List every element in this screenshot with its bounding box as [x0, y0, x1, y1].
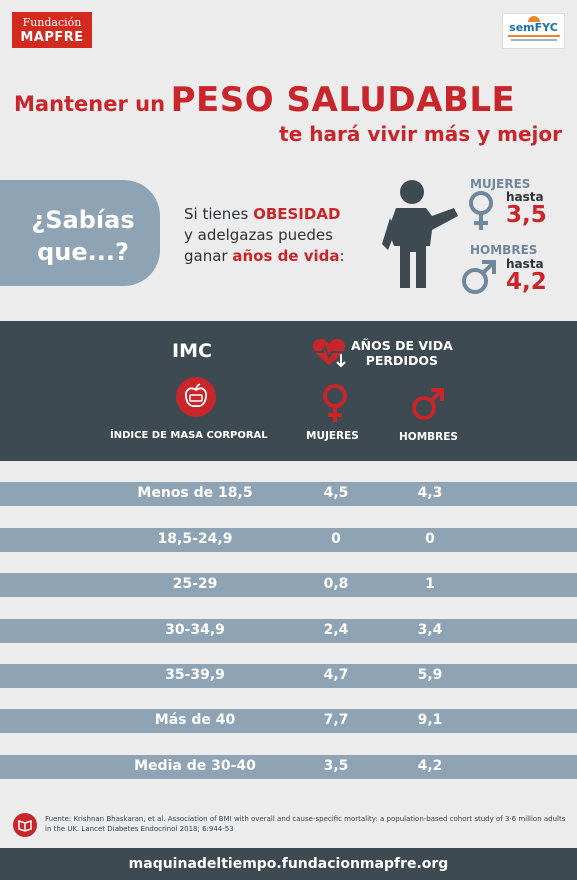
hombres-cell: 1	[425, 576, 435, 592]
subheadline: te hará vivir más y mejor	[279, 122, 562, 146]
headline: Mantener un PESO SALUDABLE	[14, 80, 515, 120]
mujeres-label: MUJERES	[470, 177, 531, 191]
hombres-cell: 5,9	[417, 667, 443, 683]
table-row: Menos de 18,5 4,5 4,3	[0, 482, 577, 506]
intro-text: Si tienes OBESIDAD y adelgazas puedes ga…	[184, 204, 345, 267]
hombres-hasta: hasta	[506, 257, 544, 271]
table-row: 35-39,9 4,7 5,9	[0, 664, 577, 688]
mars-red-icon	[412, 388, 444, 420]
semfyc-underline	[507, 35, 560, 38]
mars-icon	[462, 260, 496, 294]
sabias-line1: ¿Sabías	[31, 206, 135, 234]
source-citation: Fuente: Krishnan Bhaskaran, et al. Assoc…	[45, 815, 566, 833]
mujeres-cell: 0,8	[323, 576, 349, 592]
table-row: 30-34,9 2,4 3,4	[0, 619, 577, 643]
intro-anos: años de vida	[232, 247, 340, 265]
hombres-cell: 4,3	[417, 485, 443, 501]
imc-cell: 35-39,9	[165, 667, 225, 683]
imc-cell: 30-34,9	[165, 622, 225, 638]
semfyc-mark-icon	[527, 16, 540, 22]
imc-title: IMC	[172, 340, 212, 362]
imc-cell: 25-29	[172, 576, 218, 592]
imc-cell: 18,5-24,9	[157, 531, 233, 547]
venus-red-icon	[323, 384, 347, 422]
mujeres-cell: 4,7	[323, 667, 349, 683]
hombres-cell: 4,2	[417, 758, 443, 774]
intro-obesidad: OBESIDAD	[253, 205, 341, 223]
imc-full-label: ÍNDICE DE MASA CORPORAL	[110, 430, 268, 441]
hombres-cell: 3,4	[417, 622, 443, 638]
venus-icon	[469, 191, 493, 230]
intro-p1: Si tienes	[184, 205, 254, 223]
hombres-gain-value: 4,2	[506, 269, 547, 295]
mapfre-text: MAPFRE	[20, 30, 84, 45]
fundacion-text: Fundación	[22, 16, 82, 29]
headline-prefix: Mantener un	[14, 92, 166, 116]
semfyc-logo: semFYC	[502, 13, 565, 49]
fundacion-mapfre-logo: Fundación MAPFRE	[12, 12, 92, 48]
mujeres-cell: 0	[331, 531, 341, 547]
mujeres-cell: 3,5	[323, 758, 349, 774]
hombres-cell: 0	[425, 531, 435, 547]
mujeres-cell: 2,4	[323, 622, 349, 638]
table-row: 25-29 0,8 1	[0, 573, 577, 597]
headline-highlight: PESO SALUDABLE	[170, 80, 516, 120]
hombres-cell: 9,1	[417, 712, 443, 728]
semfyc-text: semFYC	[509, 21, 558, 34]
table-row: 18,5-24,9 0 0	[0, 528, 577, 552]
imc-cell: Menos de 18,5	[137, 485, 253, 501]
mujeres-cell: 7,7	[323, 712, 349, 728]
anos-line1: AÑOS DE VIDA	[351, 338, 453, 353]
intro-p3-end: :	[339, 247, 345, 265]
heart-pulse-icon	[313, 339, 346, 368]
hombres-label: HOMBRES	[470, 243, 538, 257]
book-icon	[13, 813, 37, 837]
mujeres-column-header: MUJERES	[306, 430, 359, 442]
mujeres-hasta: hasta	[506, 190, 544, 204]
anos-perdidos-header: AÑOS DE VIDA PERDIDOS	[351, 338, 453, 368]
apple-scale-icon	[176, 377, 216, 417]
semfyc-subline	[510, 39, 557, 42]
table-header-band	[0, 321, 577, 461]
person-pointing-icon	[382, 180, 458, 288]
table-row: Más de 40 7,7 9,1	[0, 709, 577, 733]
footer-url[interactable]: maquinadeltiempo.fundacionmapfre.org	[0, 848, 577, 880]
intro-p2: y adelgazas puedes	[184, 226, 333, 244]
mujeres-cell: 4,5	[323, 485, 349, 501]
sabias-que-badge: ¿Sabías que...?	[0, 180, 160, 286]
intro-p3: ganar	[184, 247, 233, 265]
mujeres-gain-value: 3,5	[506, 202, 547, 228]
anos-line2: PERDIDOS	[365, 353, 439, 368]
sabias-line2: que...?	[37, 238, 129, 267]
imc-cell: Media de 30-40	[134, 758, 256, 774]
hombres-column-header: HOMBRES	[399, 431, 458, 443]
imc-cell: Más de 40	[154, 712, 236, 728]
table-row: Media de 30-40 3,5 4,2	[0, 755, 577, 779]
